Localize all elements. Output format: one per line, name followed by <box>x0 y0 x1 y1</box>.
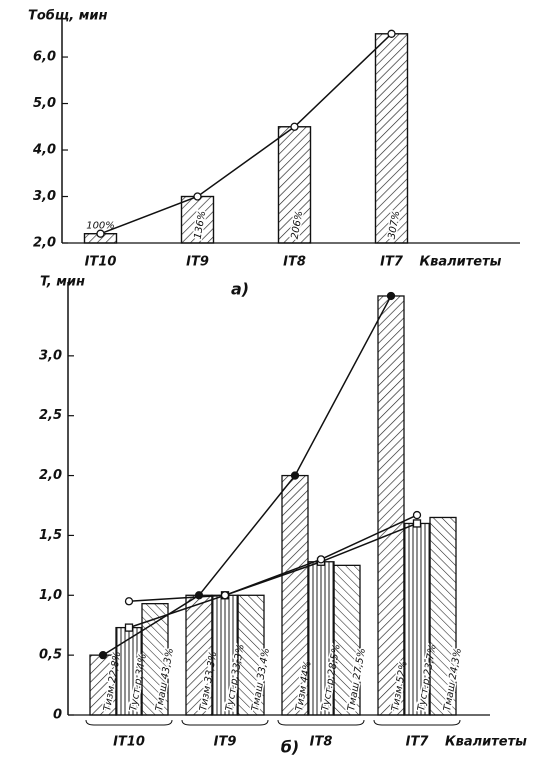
line-point <box>220 591 230 600</box>
x-tick-label: IT8 <box>283 255 306 270</box>
y-tick-label: 2,0 <box>39 468 62 483</box>
x-tick-label: IT8 <box>310 735 333 750</box>
x-tick-label: IT9 <box>214 735 237 750</box>
line-point <box>386 291 396 301</box>
x-tick-label: IT7 <box>406 735 430 750</box>
y-tick-label: 0 <box>53 708 62 723</box>
group-bracket <box>85 719 173 726</box>
trend-line <box>102 295 392 656</box>
y-axis-label: Tобщ, мин <box>28 9 107 24</box>
y-axis-label: T, мин <box>40 275 85 290</box>
y-tick-label: 1,5 <box>39 528 62 543</box>
trend-line <box>100 33 393 235</box>
line-point <box>290 122 299 131</box>
group-bracket <box>277 719 365 726</box>
bar <box>211 594 239 716</box>
line-point <box>124 597 134 606</box>
x-tick-label: IT7 <box>380 255 404 270</box>
x-axis-label: Квалитеты <box>420 255 502 270</box>
bar <box>377 295 405 716</box>
x-tick-label: IT10 <box>113 735 145 750</box>
line-point <box>387 29 396 38</box>
group-bracket <box>373 719 461 726</box>
caption: а) <box>231 280 249 299</box>
y-tick-label: 5,0 <box>33 96 56 111</box>
line-point <box>316 555 326 564</box>
y-tick-label: 1,0 <box>39 588 62 603</box>
x-axis-label: Квалитеты <box>445 735 527 750</box>
line-point <box>98 650 108 660</box>
line-point <box>124 623 134 632</box>
line-point <box>193 192 202 201</box>
line-point <box>412 510 422 520</box>
bar <box>115 626 143 716</box>
bar <box>403 522 431 716</box>
y-tick-label: 3,0 <box>33 189 56 204</box>
line-point <box>412 519 422 528</box>
bar-label: 100% <box>86 221 115 232</box>
bar <box>374 33 409 244</box>
y-tick-label: 0,5 <box>39 648 62 663</box>
y-tick-label: 6,0 <box>33 50 56 65</box>
y-tick-label: 4,0 <box>32 143 56 158</box>
line-point <box>96 229 105 238</box>
bar <box>429 516 457 716</box>
trend-line <box>128 522 418 629</box>
bar <box>237 594 265 716</box>
caption: б) <box>281 738 299 757</box>
line-point <box>290 471 300 480</box>
group-bracket <box>181 719 269 726</box>
bar <box>333 564 361 716</box>
y-tick-label: 3,0 <box>39 348 62 363</box>
x-tick-label: IT9 <box>186 255 209 270</box>
trend-line <box>128 514 418 603</box>
y-tick-label: 2,0 <box>33 236 56 251</box>
x-tick-label: IT10 <box>85 255 117 270</box>
bar-label: 307% <box>387 210 403 240</box>
bar <box>277 126 312 244</box>
y-tick-label: 2,5 <box>39 408 62 423</box>
bar <box>281 474 309 716</box>
